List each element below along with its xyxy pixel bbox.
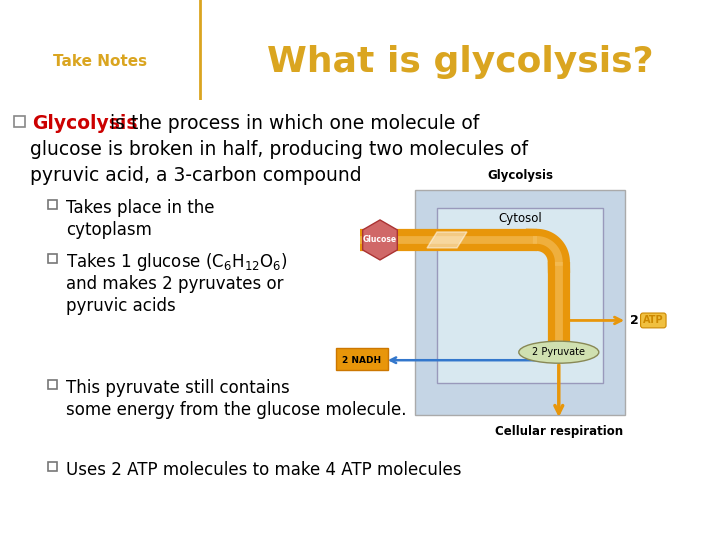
FancyBboxPatch shape bbox=[415, 190, 625, 415]
FancyBboxPatch shape bbox=[14, 116, 25, 127]
Text: some energy from the glucose molecule.: some energy from the glucose molecule. bbox=[66, 401, 407, 419]
FancyBboxPatch shape bbox=[437, 208, 603, 383]
FancyBboxPatch shape bbox=[336, 348, 388, 370]
FancyBboxPatch shape bbox=[48, 462, 57, 471]
Text: Cytosol: Cytosol bbox=[498, 212, 542, 225]
Text: 2: 2 bbox=[630, 314, 639, 327]
Polygon shape bbox=[427, 232, 467, 248]
Text: 2 Pyruvate: 2 Pyruvate bbox=[532, 347, 585, 357]
Text: Take Notes: Take Notes bbox=[53, 55, 147, 70]
Text: Glycolysis: Glycolysis bbox=[32, 114, 138, 133]
Text: and makes 2 pyruvates or: and makes 2 pyruvates or bbox=[66, 275, 284, 293]
Text: This pyruvate still contains: This pyruvate still contains bbox=[66, 379, 289, 397]
Ellipse shape bbox=[519, 341, 599, 363]
FancyBboxPatch shape bbox=[48, 254, 57, 263]
FancyBboxPatch shape bbox=[48, 200, 57, 209]
FancyBboxPatch shape bbox=[48, 380, 57, 389]
Text: glucose is broken in half, producing two molecules of: glucose is broken in half, producing two… bbox=[30, 140, 528, 159]
Text: ATP: ATP bbox=[643, 315, 664, 326]
Text: Glucose: Glucose bbox=[363, 235, 397, 245]
Text: What is glycolysis?: What is glycolysis? bbox=[266, 45, 653, 79]
Text: Uses 2 ATP molecules to make 4 ATP molecules: Uses 2 ATP molecules to make 4 ATP molec… bbox=[66, 461, 462, 479]
Text: pyruvic acids: pyruvic acids bbox=[66, 297, 176, 315]
Text: pyruvic acid, a 3-carbon compound: pyruvic acid, a 3-carbon compound bbox=[30, 166, 361, 185]
Text: cytoplasm: cytoplasm bbox=[66, 221, 152, 239]
Text: Takes 1 glucose (C$_6$H$_{12}$O$_6$): Takes 1 glucose (C$_6$H$_{12}$O$_6$) bbox=[66, 251, 287, 273]
Text: is the process in which one molecule of: is the process in which one molecule of bbox=[104, 114, 480, 133]
Text: 2 NADH: 2 NADH bbox=[343, 356, 382, 364]
Text: Glycolysis: Glycolysis bbox=[487, 169, 553, 182]
Text: Cellular respiration: Cellular respiration bbox=[495, 425, 623, 438]
Text: Takes place in the: Takes place in the bbox=[66, 199, 215, 217]
